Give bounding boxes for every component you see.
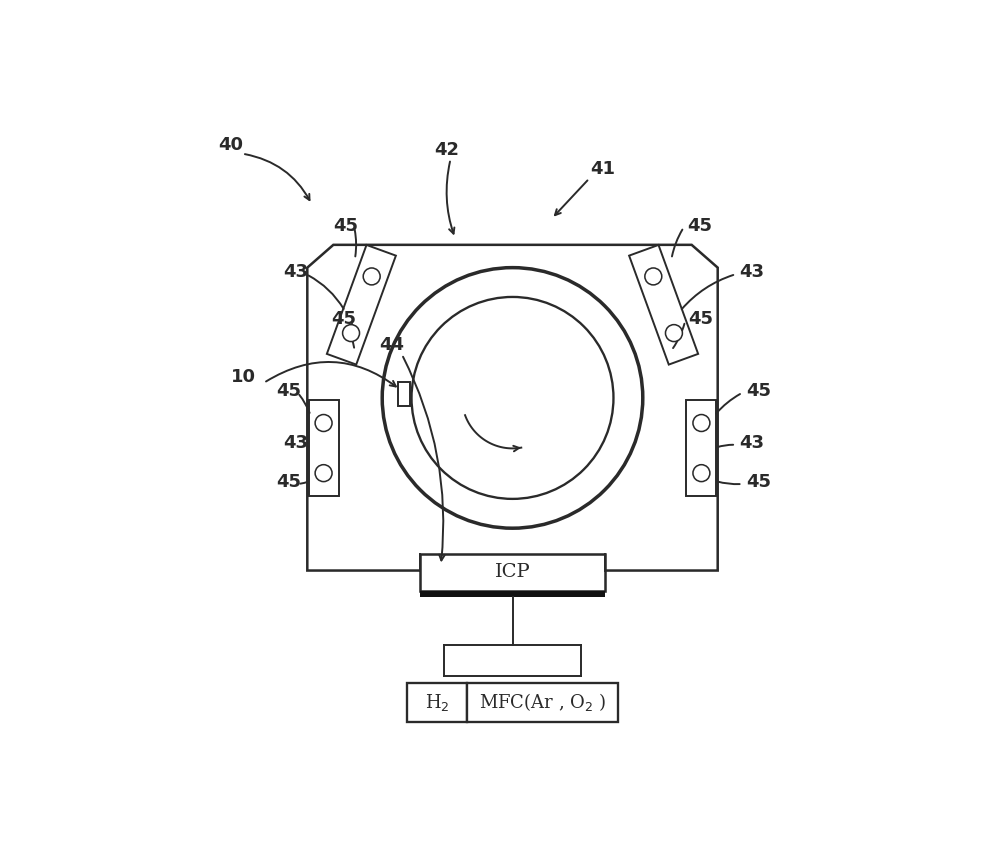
Text: 43: 43: [283, 263, 308, 282]
Text: 45: 45: [687, 217, 712, 234]
Circle shape: [382, 267, 643, 528]
Text: 43: 43: [283, 434, 308, 452]
Text: 42: 42: [434, 141, 459, 159]
Polygon shape: [327, 245, 396, 365]
Polygon shape: [629, 245, 698, 365]
Text: 40: 40: [218, 136, 243, 154]
Text: 45: 45: [277, 382, 302, 400]
Circle shape: [665, 325, 682, 342]
Circle shape: [693, 464, 710, 481]
Text: 41: 41: [591, 161, 616, 179]
Text: 43: 43: [739, 434, 764, 452]
Circle shape: [315, 464, 332, 481]
Circle shape: [315, 415, 332, 431]
Bar: [467, 683, 618, 722]
Text: 10: 10: [231, 368, 256, 386]
Text: 45: 45: [331, 310, 356, 328]
Bar: [420, 591, 605, 597]
Bar: [407, 683, 467, 722]
Polygon shape: [307, 244, 718, 570]
Text: 45: 45: [333, 217, 358, 234]
Text: 45: 45: [688, 310, 713, 328]
Circle shape: [645, 268, 662, 285]
Text: 45: 45: [746, 473, 771, 492]
Text: 43: 43: [739, 263, 764, 282]
Circle shape: [343, 325, 360, 342]
Text: 44: 44: [379, 337, 404, 354]
Text: ICP: ICP: [495, 563, 530, 581]
Text: 45: 45: [277, 473, 302, 492]
Circle shape: [363, 268, 380, 285]
Polygon shape: [309, 400, 339, 497]
Polygon shape: [686, 400, 716, 497]
Circle shape: [693, 415, 710, 431]
Circle shape: [412, 297, 613, 499]
Bar: [420, 553, 605, 591]
Bar: [398, 382, 410, 406]
Text: 45: 45: [746, 382, 771, 400]
Text: MFC(Ar , O$_2$ ): MFC(Ar , O$_2$ ): [479, 691, 606, 713]
Text: H$_2$: H$_2$: [425, 692, 449, 712]
